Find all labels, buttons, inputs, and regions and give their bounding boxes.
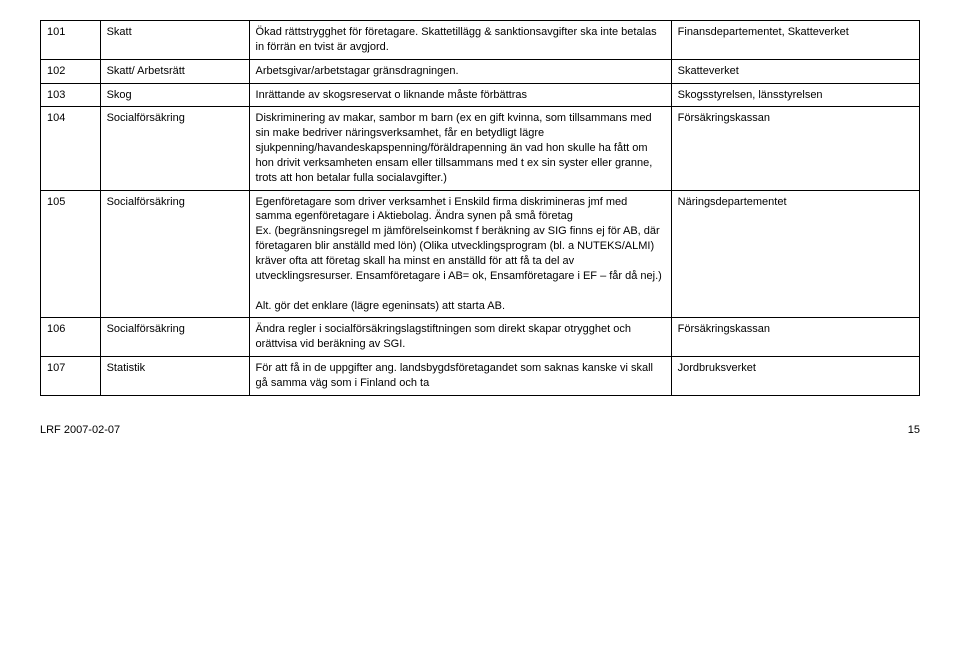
row-category: Socialförsäkring (100, 107, 249, 190)
row-number: 102 (41, 59, 101, 83)
row-agency: Skatteverket (671, 59, 919, 83)
footer-right: 15 (908, 424, 920, 436)
table-body: 101SkattÖkad rättstrygghet för företagar… (41, 21, 920, 396)
page-footer: LRF 2007-02-07 15 (40, 424, 920, 436)
table-row: 101SkattÖkad rättstrygghet för företagar… (41, 21, 920, 60)
row-number: 101 (41, 21, 101, 60)
row-number: 107 (41, 357, 101, 396)
row-number: 105 (41, 190, 101, 318)
row-agency: Skogsstyrelsen, länsstyrelsen (671, 83, 919, 107)
row-category: Skatt (100, 21, 249, 60)
row-agency: Jordbruksverket (671, 357, 919, 396)
row-agency: Försäkringskassan (671, 107, 919, 190)
data-table: 101SkattÖkad rättstrygghet för företagar… (40, 20, 920, 396)
row-agency: Försäkringskassan (671, 318, 919, 357)
table-row: 106SocialförsäkringÄndra regler i social… (41, 318, 920, 357)
row-category: Skog (100, 83, 249, 107)
row-category: Socialförsäkring (100, 318, 249, 357)
row-category: Socialförsäkring (100, 190, 249, 318)
row-description: Inrättande av skogsreservat o liknande m… (249, 83, 671, 107)
table-row: 107StatistikFör att få in de uppgifter a… (41, 357, 920, 396)
row-description: Ändra regler i socialförsäkringslagstift… (249, 318, 671, 357)
row-category: Statistik (100, 357, 249, 396)
table-row: 105SocialförsäkringEgenföretagare som dr… (41, 190, 920, 318)
row-number: 106 (41, 318, 101, 357)
table-row: 103SkogInrättande av skogsreservat o lik… (41, 83, 920, 107)
row-description: För att få in de uppgifter ang. landsbyg… (249, 357, 671, 396)
row-agency: Näringsdepartementet (671, 190, 919, 318)
row-number: 103 (41, 83, 101, 107)
table-row: 104SocialförsäkringDiskriminering av mak… (41, 107, 920, 190)
row-description: Diskriminering av makar, sambor m barn (… (249, 107, 671, 190)
row-agency: Finansdepartementet, Skatteverket (671, 21, 919, 60)
footer-left: LRF 2007-02-07 (40, 424, 120, 436)
table-row: 102Skatt/ ArbetsrättArbetsgivar/arbetsta… (41, 59, 920, 83)
row-number: 104 (41, 107, 101, 190)
row-description: Arbetsgivar/arbetstagar gränsdragningen. (249, 59, 671, 83)
row-description: Ökad rättstrygghet för företagare. Skatt… (249, 21, 671, 60)
row-description: Egenföretagare som driver verksamhet i E… (249, 190, 671, 318)
row-category: Skatt/ Arbetsrätt (100, 59, 249, 83)
